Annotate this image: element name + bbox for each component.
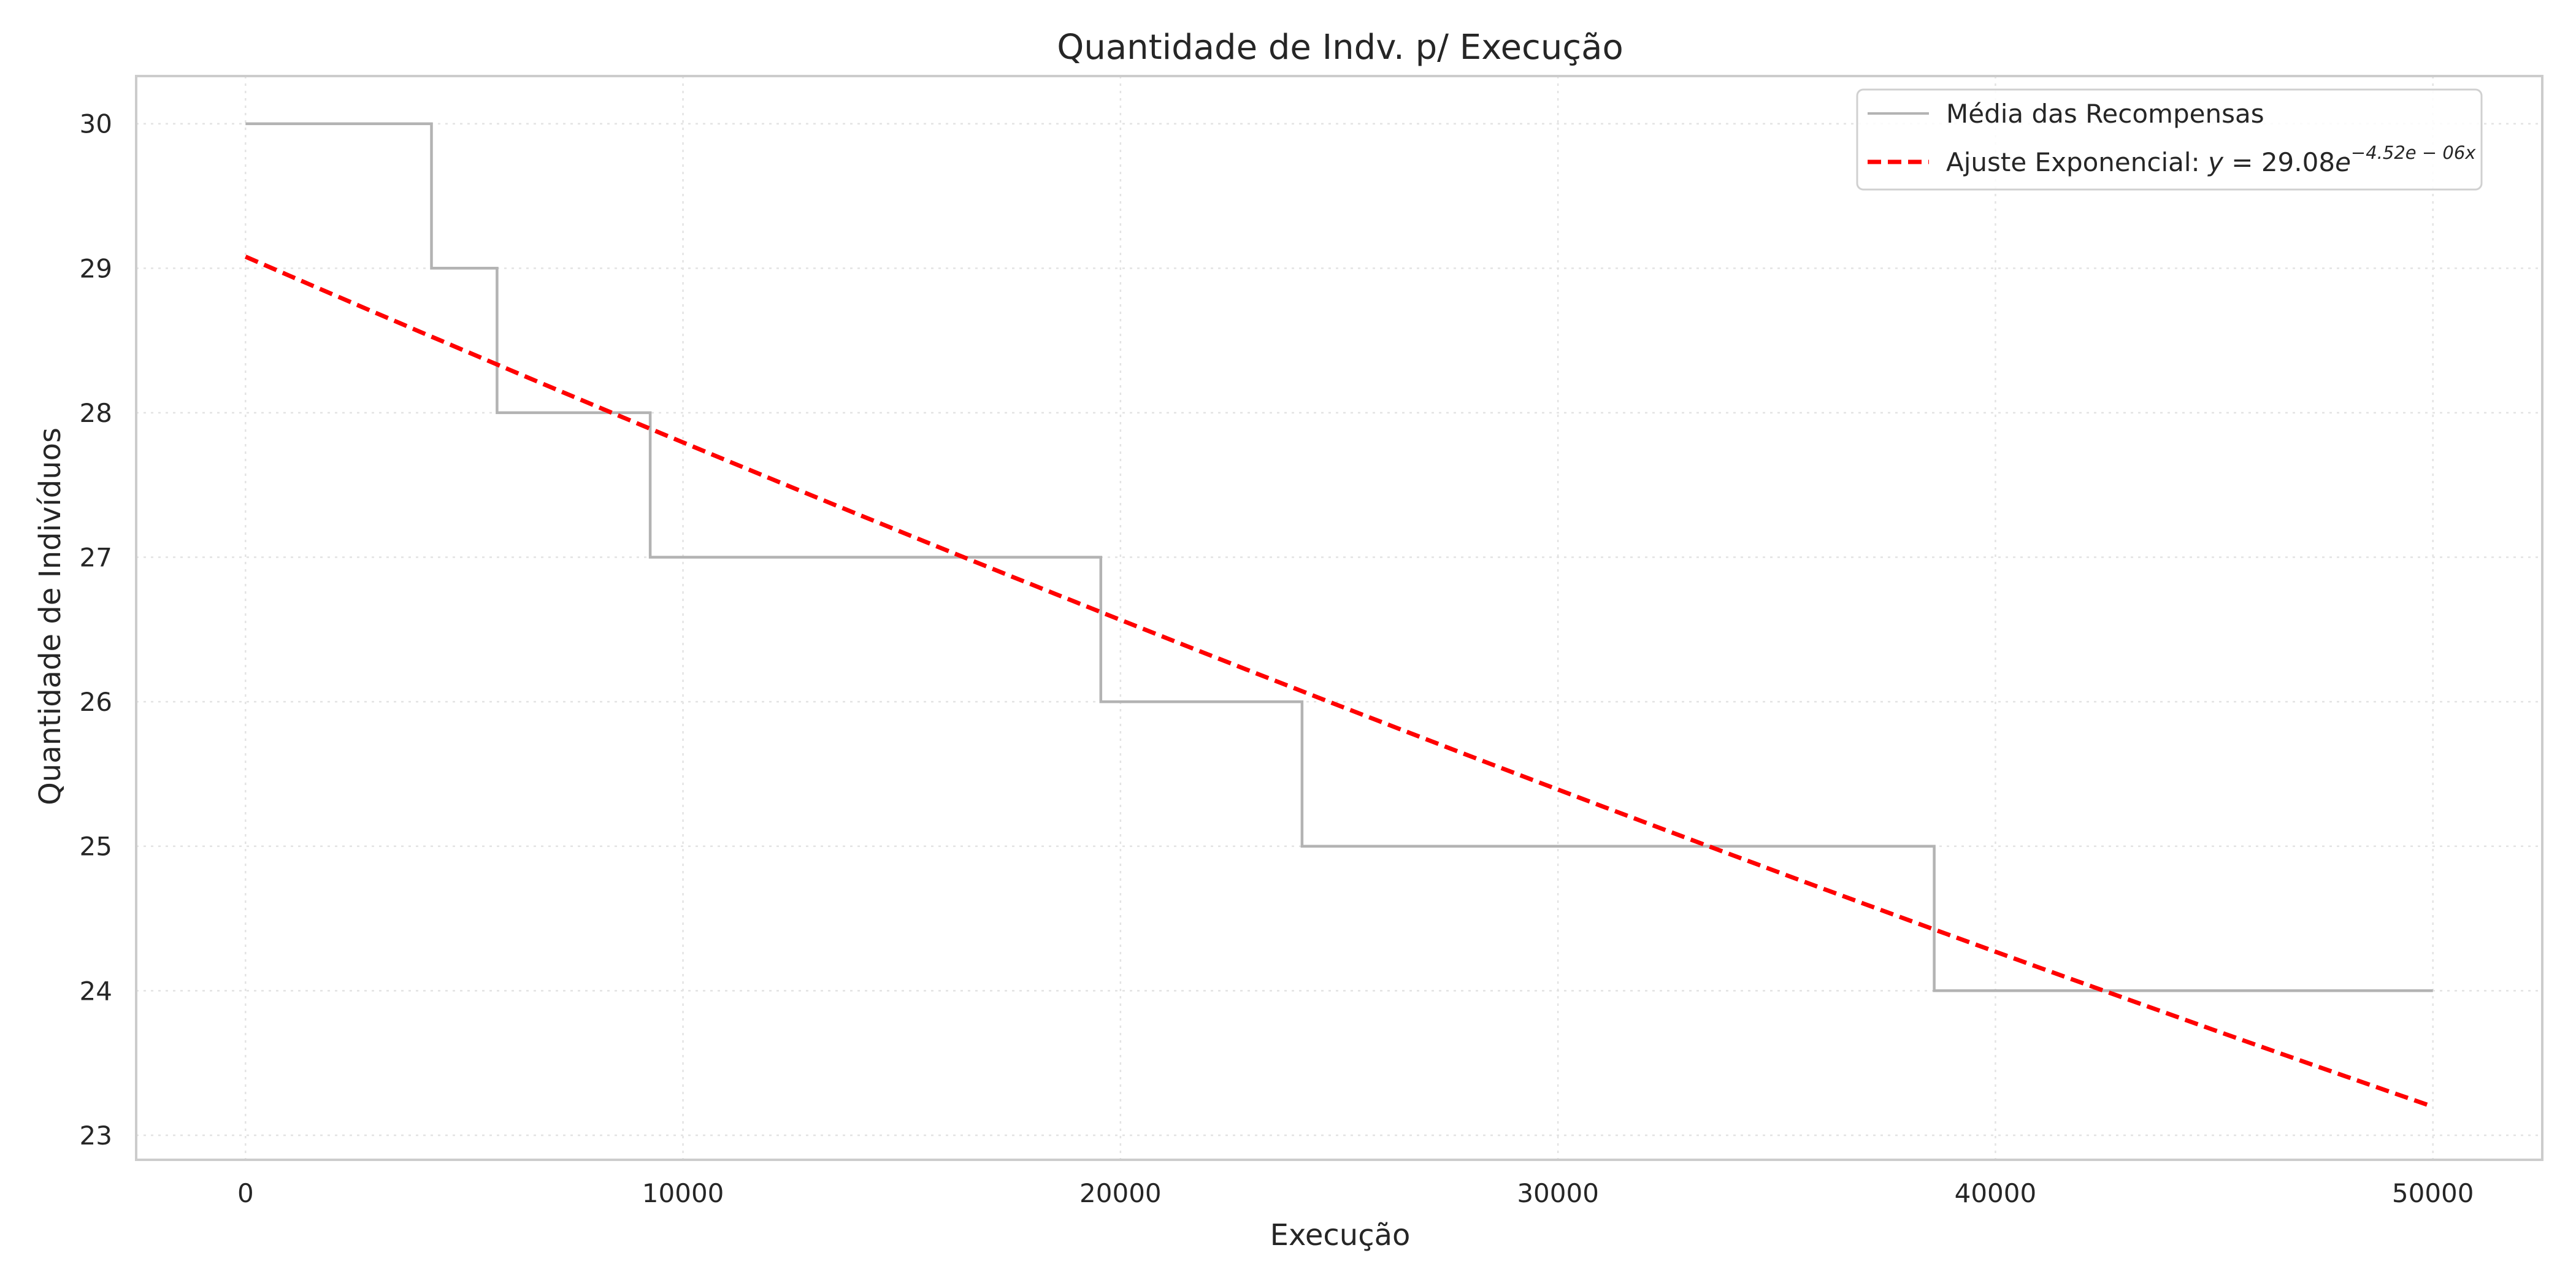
x-axis-ticks: 0 10000 20000 30000 40000 50000 <box>237 1178 2474 1208</box>
y-tick-label: 29 <box>80 253 112 283</box>
y-axis-ticks: 23 24 25 26 27 28 29 30 <box>80 109 112 1151</box>
y-tick-label: 24 <box>80 976 112 1006</box>
grid <box>136 76 2542 1160</box>
y-tick-label: 27 <box>80 543 112 573</box>
legend-fit-prefix: Ajuste Exponencial: <box>1946 147 2208 177</box>
legend-label-mean-rewards: Média das Recompensas <box>1946 99 2264 129</box>
y-tick-label: 25 <box>80 832 112 862</box>
series-line-mean-rewards <box>245 122 2433 992</box>
series-line-exponential-fit <box>244 255 2434 1109</box>
legend-fit-lhs: y <box>2207 147 2224 177</box>
legend-box <box>1856 88 2483 191</box>
y-tick-label: 28 <box>80 398 112 428</box>
legend-fit-coef: 29.08 <box>2261 147 2335 177</box>
x-tick-label: 40000 <box>1955 1178 2037 1208</box>
x-tick-label: 10000 <box>642 1178 724 1208</box>
x-axis-label: Execução <box>1270 1218 1411 1252</box>
legend-fit-equals: = <box>2223 147 2261 177</box>
chart-title: Quantidade de Indv. p/ Execução <box>1057 28 1623 67</box>
legend-fit-base: e <box>2335 147 2351 177</box>
legend: Média das Recompensas Ajuste Exponencial… <box>1856 88 2483 191</box>
y-tick-label: 26 <box>80 687 112 717</box>
y-tick-label: 30 <box>80 109 112 139</box>
x-tick-label: 30000 <box>1517 1178 1599 1208</box>
legend-label-exponential-fit: Ajuste Exponencial: y = 29.08e−4.52e − 0… <box>1946 142 2476 177</box>
plot-area <box>244 122 2434 1109</box>
y-axis-label: Quantidade de Indivíduos <box>33 427 67 805</box>
x-tick-label: 0 <box>237 1178 254 1208</box>
x-tick-label: 20000 <box>1079 1178 1162 1208</box>
y-tick-label: 23 <box>80 1121 112 1151</box>
legend-fit-exponent: −4.52e − 06x <box>2351 142 2476 163</box>
x-tick-label: 50000 <box>2392 1178 2474 1208</box>
plot-frame <box>135 75 2543 1161</box>
